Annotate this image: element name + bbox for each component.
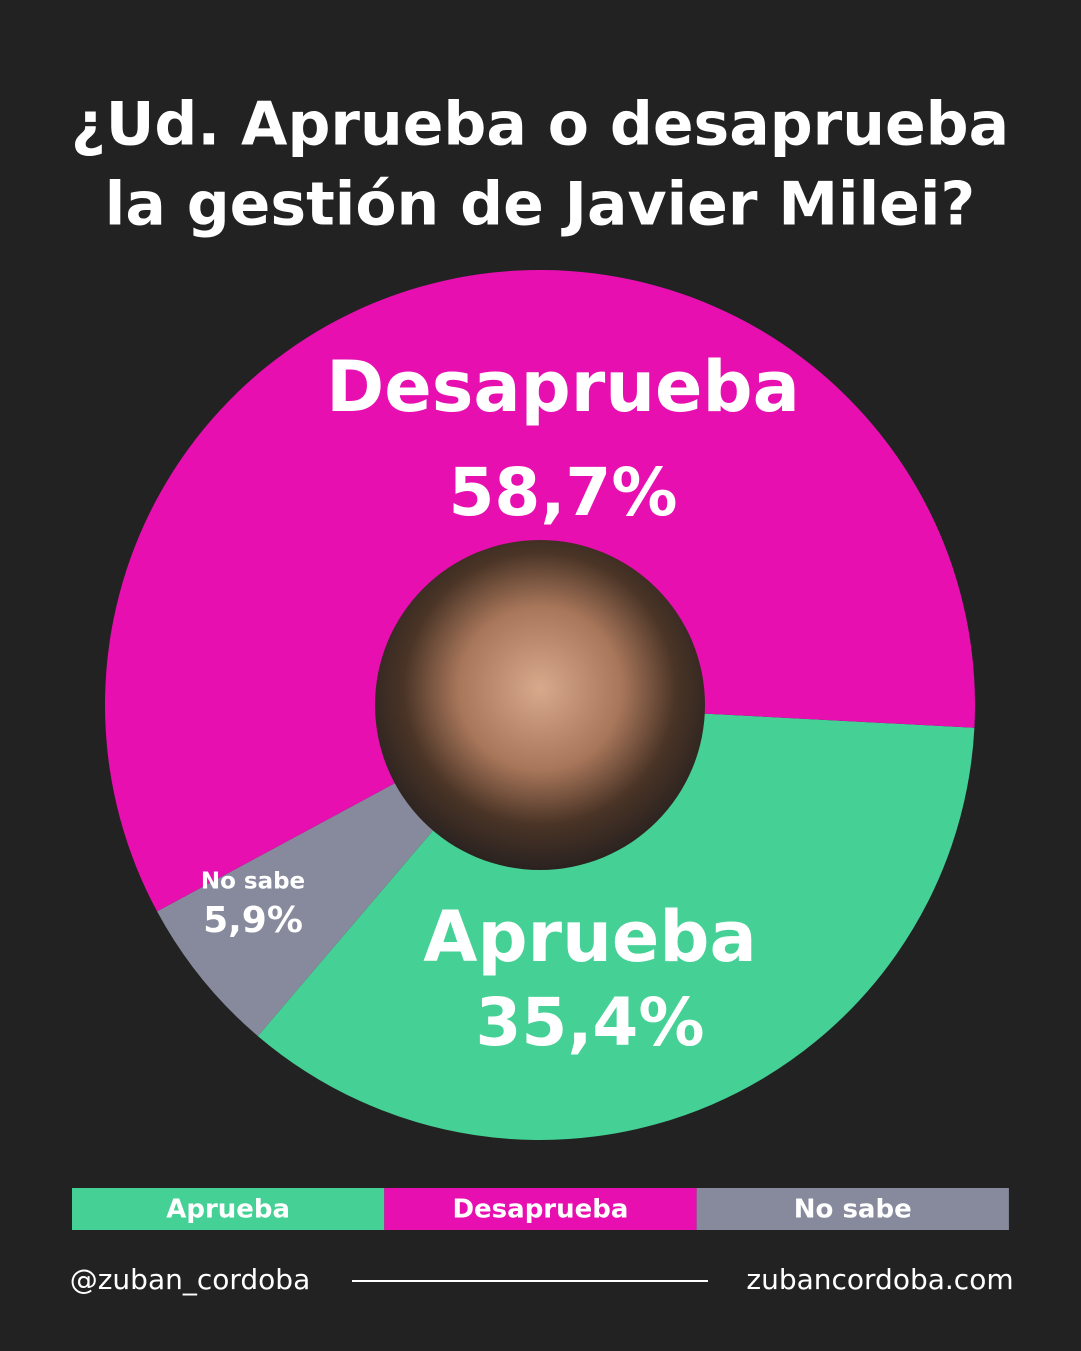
photo: [375, 540, 705, 870]
footer-site: zubancordoba.com: [746, 1263, 1013, 1296]
slice-category: Desaprueba: [326, 346, 800, 428]
footer-handle: @zuban_cordoba: [70, 1263, 311, 1296]
slice: [257, 713, 975, 1140]
slice-value: 5,9%: [203, 900, 303, 941]
legend-label: Desaprueba: [452, 1195, 628, 1225]
legend-swatch: [696, 1188, 1009, 1230]
chart-title: ¿Ud. Aprueba o desaprueba: [71, 90, 1009, 160]
slice-category: No sabe: [201, 869, 305, 895]
legend-label: No sabe: [794, 1195, 912, 1225]
chart-title: la gestión de Javier Milei?: [105, 170, 975, 240]
legend-label: Aprueba: [166, 1195, 290, 1225]
slice: [105, 270, 975, 912]
slice: [157, 780, 437, 1037]
legend-swatch: [384, 1188, 697, 1230]
slice-value: 58,7%: [449, 454, 678, 531]
slice-value: 35,4%: [476, 984, 705, 1061]
slice-category: Aprueba: [423, 896, 756, 978]
legend: Aprueba Desaprueba No sabe: [72, 1188, 1009, 1230]
donut: [105, 270, 975, 1140]
legend-swatch: [72, 1188, 385, 1230]
